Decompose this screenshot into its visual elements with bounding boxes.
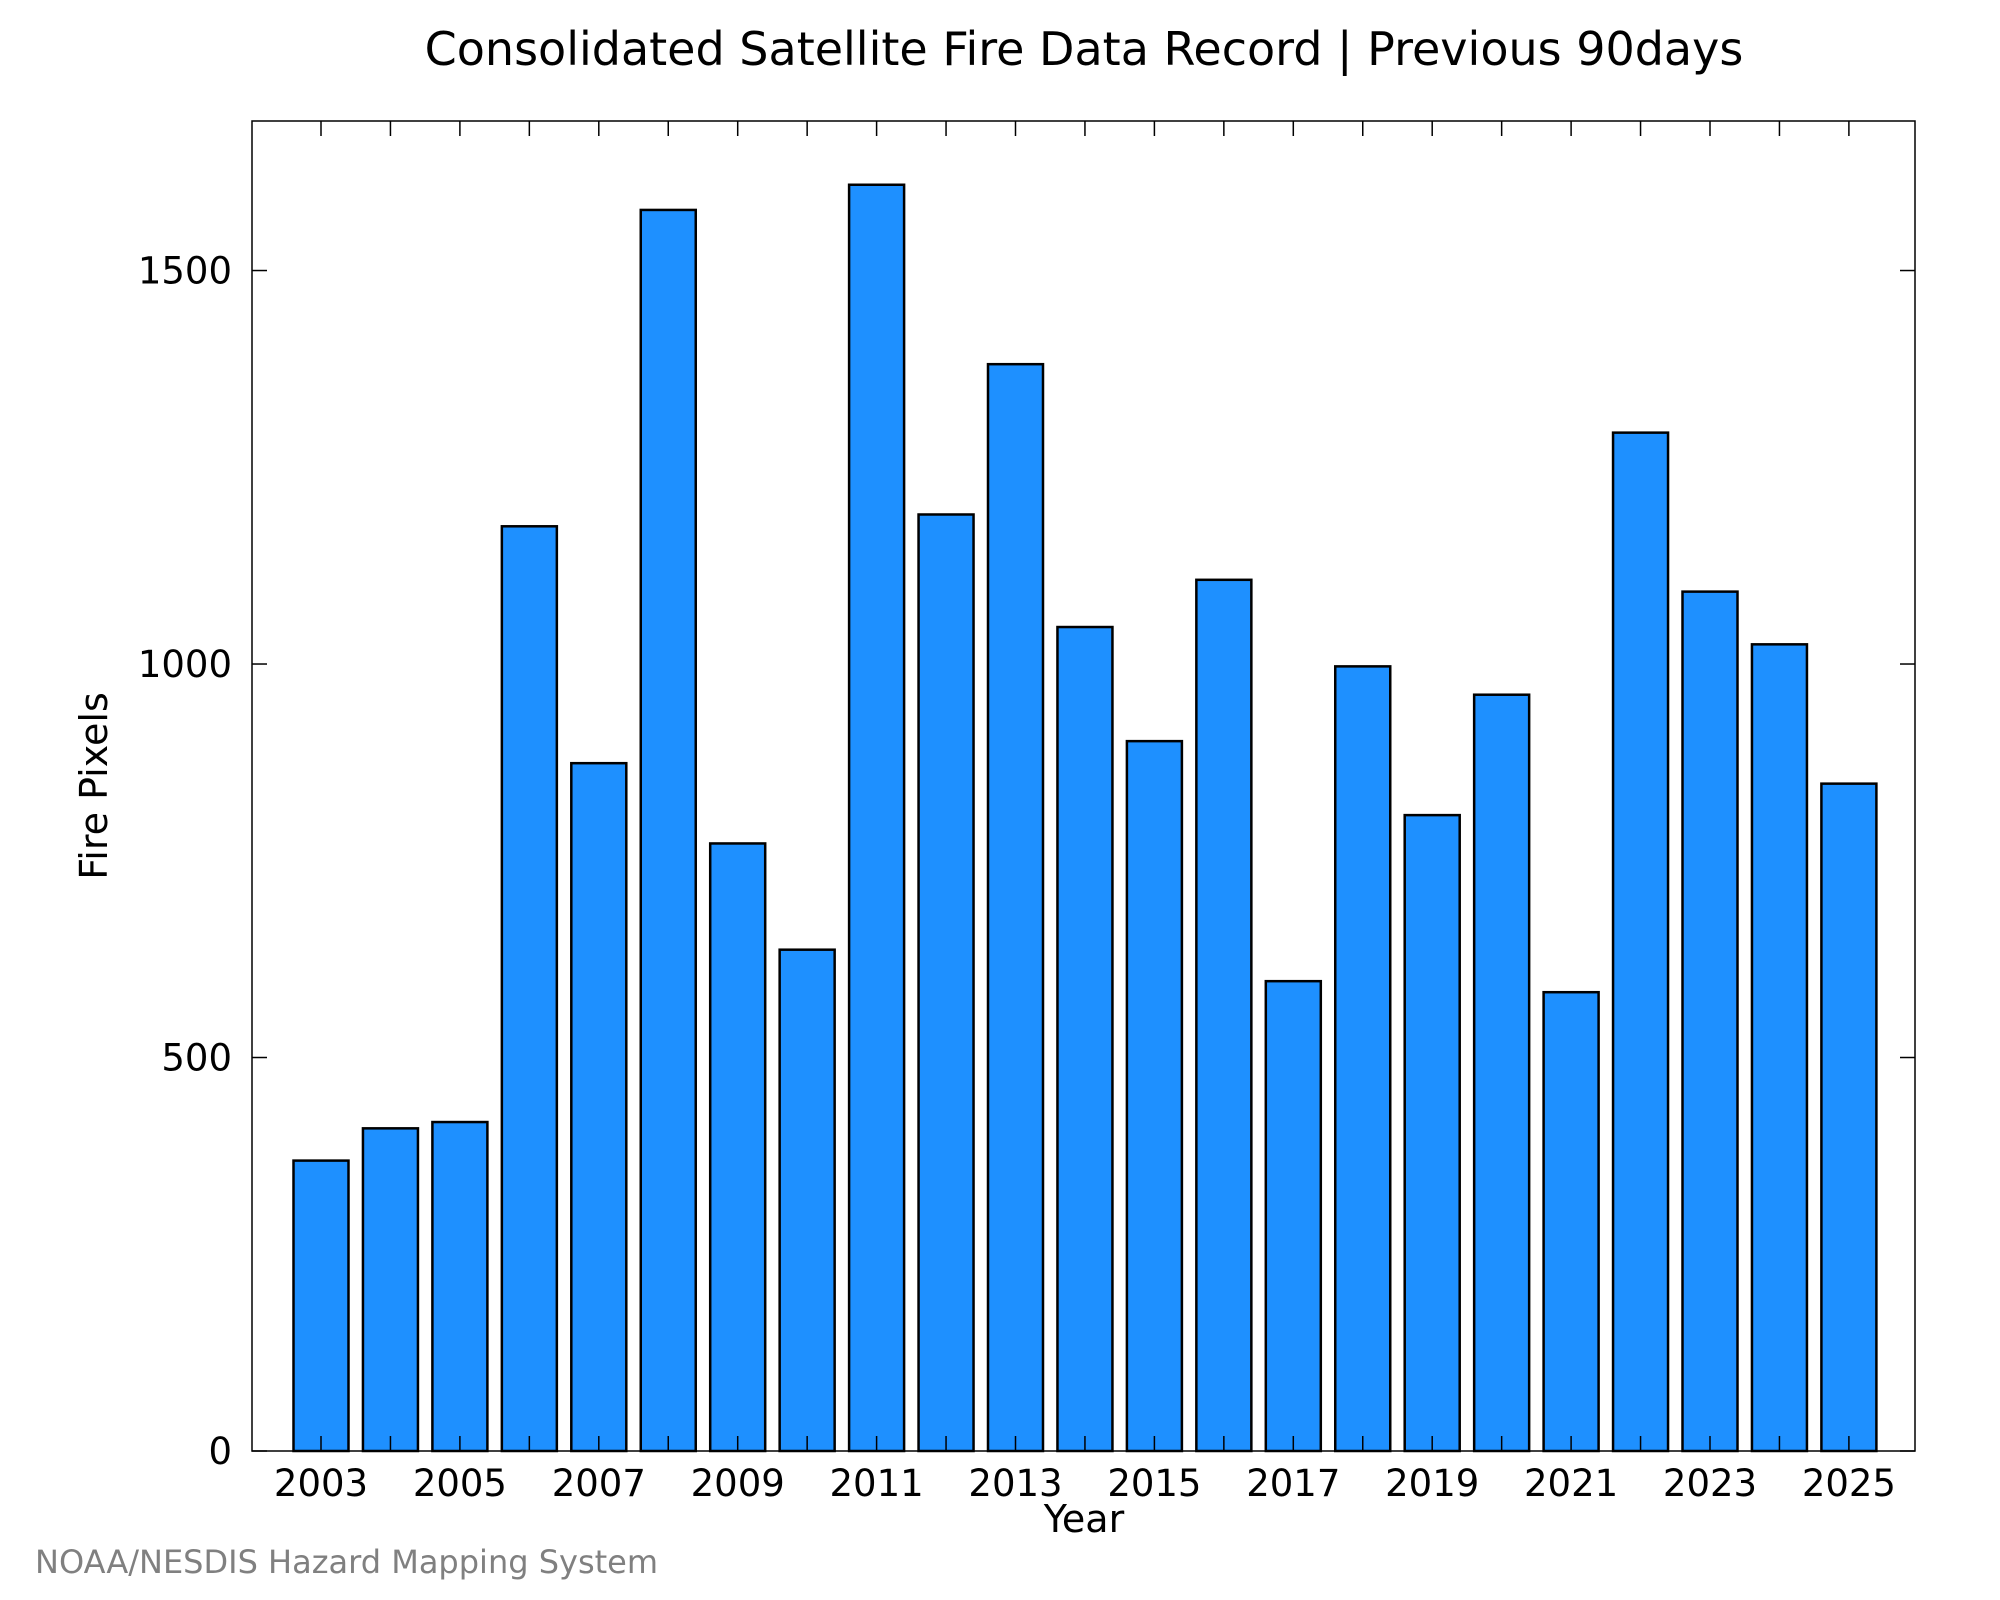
bar-2014 <box>1056 625 1114 1453</box>
y-tick-label-500: 500 <box>161 1037 232 1080</box>
bar-2010 <box>778 948 836 1453</box>
bar-2008 <box>639 208 697 1453</box>
x-tick-label-2013: 2013 <box>968 1462 1062 1505</box>
x-tick-label-2017: 2017 <box>1246 1462 1340 1505</box>
y-tick-label-1500: 1500 <box>138 250 232 293</box>
ticks-group: 2003 2005 2007 2009 2011 2013 2015 2017 2019 2021… <box>138 121 1915 1505</box>
x-tick-label-2025: 2025 <box>1802 1462 1896 1505</box>
bar-2018 <box>1334 665 1392 1453</box>
x-tick-label-2007: 2007 <box>552 1462 646 1505</box>
x-tick-label-2019: 2019 <box>1385 1462 1479 1505</box>
x-tick-label-2023: 2023 <box>1663 1462 1757 1505</box>
x-tick-label-2003: 2003 <box>274 1462 368 1505</box>
bar-2012 <box>917 513 975 1453</box>
x-tick-label-2005: 2005 <box>413 1462 507 1505</box>
credit-text: NOAA/NESDIS Hazard Mapping System <box>35 1543 658 1581</box>
bar-2003 <box>292 1159 350 1453</box>
bar-2019 <box>1403 813 1461 1453</box>
y-tick-label-1000: 1000 <box>138 643 232 686</box>
x-axis-label: Year <box>1043 1497 1125 1541</box>
bar-2021 <box>1542 990 1600 1453</box>
bar-2024 <box>1750 643 1809 1453</box>
bar-2025 <box>1820 782 1878 1453</box>
chart-title: Consolidated Satellite Fire Data Record … <box>425 22 1744 77</box>
bar-2005 <box>431 1120 489 1453</box>
bar-2011 <box>847 183 906 1453</box>
bar-2009 <box>708 842 767 1453</box>
bars-group <box>292 183 1878 1453</box>
bar-2016 <box>1195 578 1253 1453</box>
bar-2022 <box>1611 431 1670 1453</box>
y-axis-label: Fire Pixels <box>72 692 116 880</box>
bar-2015 <box>1125 739 1184 1453</box>
x-tick-label-2015: 2015 <box>1107 1462 1201 1505</box>
x-tick-label-2009: 2009 <box>691 1462 785 1505</box>
bar-2013 <box>986 362 1045 1453</box>
x-tick-label-2021: 2021 <box>1524 1462 1618 1505</box>
bar-2017 <box>1264 979 1323 1453</box>
bar-2007 <box>570 761 628 1453</box>
bar-2020 <box>1472 693 1531 1453</box>
bar-2004 <box>361 1127 420 1453</box>
bar-2023 <box>1681 590 1739 1453</box>
y-tick-label-0: 0 <box>208 1430 232 1473</box>
x-tick-label-2011: 2011 <box>830 1462 924 1505</box>
bar-2006 <box>500 525 559 1453</box>
